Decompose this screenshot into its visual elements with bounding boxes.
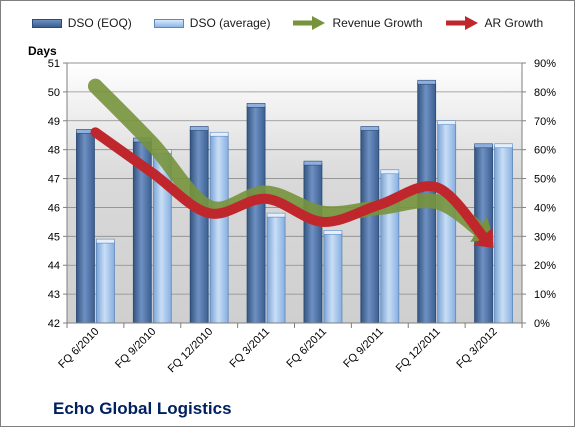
bar-top [360,126,380,131]
bar-body [303,163,323,324]
trend-line-revenue-growth [87,78,490,239]
legend: DSO (EOQ) DSO (average) Revenue Growth A… [1,11,574,35]
y2-tick-label: 20% [534,260,556,272]
y-tick-label: 43 [48,289,60,301]
y-tick-label: 47 [48,174,60,186]
bar-dso-eoq [246,103,266,324]
x-tick-label: FQ 9/2011 [341,326,386,371]
y-tick-label: 50 [48,87,60,99]
legend-arrow-ar-growth [445,16,478,30]
bar-top [303,160,323,166]
y2-tick-label: 70% [534,116,556,128]
legend-item-revenue-growth: Revenue Growth [292,16,423,30]
bar-top [380,169,400,175]
y-tick-label: 48 [48,145,60,157]
x-tick-label: FQ 12/2010 [166,326,216,376]
legend-item-dso-eoq: DSO (EOQ) [31,16,132,30]
y2-tick-label: 30% [534,231,556,243]
bar-body [76,131,95,324]
bar-top [246,103,266,108]
y-tick-label: 42 [48,318,60,330]
bar-top [323,230,343,235]
y2-tick-label: 10% [534,289,556,301]
y2-tick-label: 40% [534,202,556,214]
bar-top [437,120,456,125]
y-tick-label: 46 [48,202,60,214]
bar-top [474,143,493,149]
bar-top [266,212,286,218]
x-tick-label: FQ 3/2011 [228,326,273,371]
bar-dso-average [437,120,457,324]
legend-label-dso-eoq: DSO (EOQ) [67,16,132,30]
bar-body [96,241,115,324]
y-axis-title: Days [28,44,57,58]
y-tick-label: 51 [48,58,60,70]
bar-dso-eoq [360,126,380,324]
bar-dso-average [96,238,115,324]
trend-arrows [87,78,494,248]
bar-top [189,126,209,131]
bar-dso-eoq [76,129,95,324]
bar-top [494,143,513,149]
y-tick-label: 44 [48,260,60,272]
x-tick-label: FQ 12/2011 [394,326,443,375]
x-tick-label: FQ 6/2010 [56,326,101,371]
legend-arrow-revenue-growth [293,16,326,30]
bar-dso-average [323,230,343,324]
legend-swatch-dso-eoq [31,18,62,28]
bar-dso-eoq [303,160,323,324]
bar-body [437,123,457,324]
trend-line-ar-growth [90,127,491,244]
y2-tick-label: 0% [534,318,550,330]
bar-body [494,146,513,324]
legend-label-revenue-growth: Revenue Growth [332,16,423,30]
bar-body [323,233,343,324]
chart-title: Echo Global Logistics [53,399,232,418]
bar-body [246,105,266,324]
y-tick-label: 49 [48,116,60,128]
trend-ar-growth [90,127,494,248]
y2-tick-label: 50% [534,174,556,186]
bar-dso-eoq [189,126,209,324]
legend-swatch-dso-average [153,18,184,28]
y-tick-label: 45 [48,231,60,243]
y2-tick-label: 60% [534,145,556,157]
bar-body [189,129,209,324]
trend-arrowhead-ar-growth [473,227,494,248]
legend-label-ar-growth: AR Growth [484,16,544,30]
legend-item-ar-growth: AR Growth [445,16,544,30]
bar-top [96,238,115,244]
legend-item-dso-average: DSO (average) [153,16,271,30]
bar-top [209,131,229,137]
x-tick-label: FQ 6/2011 [284,326,329,371]
bar-body [209,134,229,324]
bar-body [360,129,380,324]
bar-dso-average [209,131,229,324]
x-tick-label: FQ 3/2012 [454,326,499,371]
y2-tick-label: 80% [534,87,556,99]
x-tick-label: FQ 9/2010 [113,326,158,371]
bar-body [266,215,286,324]
bar-dso-average [494,143,513,324]
y2-tick-label: 90% [534,58,556,70]
bar-dso-average [266,212,286,324]
bar-top [417,79,436,85]
legend-label-dso-average: DSO (average) [189,16,271,30]
